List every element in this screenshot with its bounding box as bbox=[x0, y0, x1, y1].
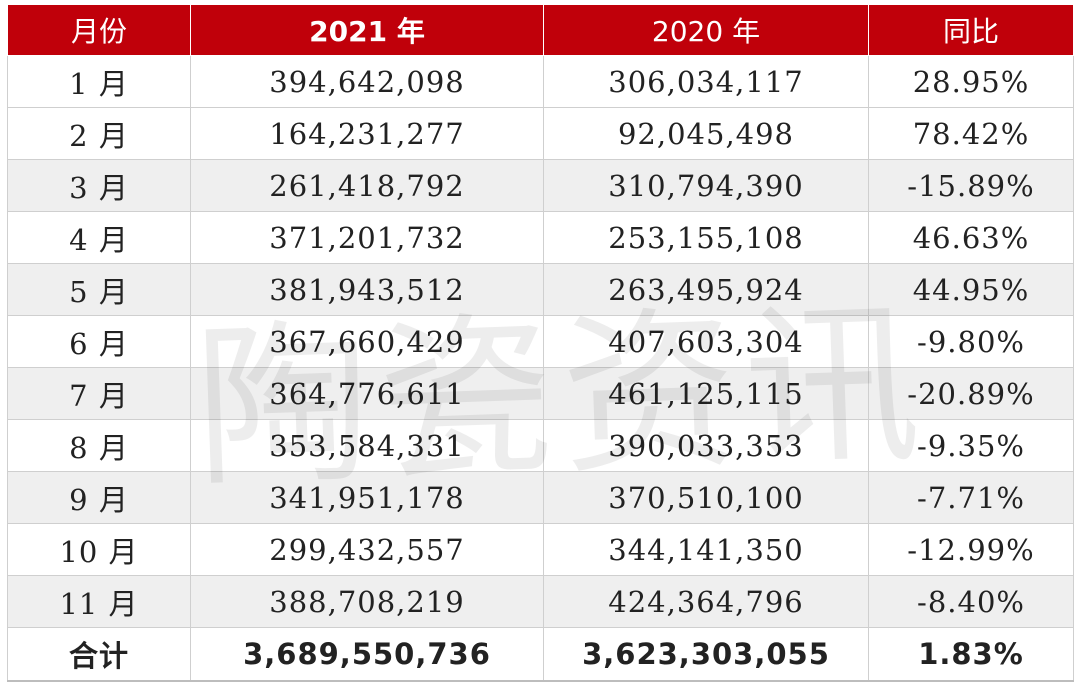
cell-yoy: -9.35% bbox=[868, 419, 1074, 472]
cell-2021: 388,708,219 bbox=[190, 575, 544, 628]
cell-yoy: -15.89% bbox=[868, 159, 1074, 212]
cell-2021: 353,584,331 bbox=[190, 419, 544, 472]
cell-2020: 92,045,498 bbox=[543, 107, 869, 160]
cell-2020: 370,510,100 bbox=[543, 471, 869, 524]
cell-yoy: -8.40% bbox=[868, 575, 1074, 628]
cell-month: 4 月 bbox=[7, 211, 191, 264]
cell-2021: 394,642,098 bbox=[190, 55, 544, 108]
cell-month: 6 月 bbox=[7, 315, 191, 368]
cell-month: 10 月 bbox=[7, 523, 191, 576]
cell-month: 9 月 bbox=[7, 471, 191, 524]
table-row: 10 月 299,432,557 344,141,350 -12.99% bbox=[7, 523, 1074, 576]
cell-2020: 306,034,117 bbox=[543, 55, 869, 108]
header-month: 月份 bbox=[7, 4, 191, 56]
table-row: 3 月 261,418,792 310,794,390 -15.89% bbox=[7, 159, 1074, 212]
cell-2020: 461,125,115 bbox=[543, 367, 869, 420]
cell-yoy: 78.42% bbox=[868, 107, 1074, 160]
table-row: 6 月 367,660,429 407,603,304 -9.80% bbox=[7, 315, 1074, 368]
cell-yoy: 28.95% bbox=[868, 55, 1074, 108]
total-2020: 3,623,303,055 bbox=[543, 627, 869, 682]
cell-yoy: -12.99% bbox=[868, 523, 1074, 576]
sales-table: 月份 2021 年 2020 年 同比 1 月 394,642,098 306,03… bbox=[7, 4, 1074, 682]
total-2021: 3,689,550,736 bbox=[190, 627, 544, 682]
cell-2020: 407,603,304 bbox=[543, 315, 869, 368]
table-row: 9 月 341,951,178 370,510,100 -7.71% bbox=[7, 471, 1074, 524]
cell-2021: 299,432,557 bbox=[190, 523, 544, 576]
total-yoy: 1.83% bbox=[868, 627, 1074, 682]
cell-yoy: 44.95% bbox=[868, 263, 1074, 316]
cell-month: 5 月 bbox=[7, 263, 191, 316]
cell-2021: 261,418,792 bbox=[190, 159, 544, 212]
cell-month: 1 月 bbox=[7, 55, 191, 108]
cell-yoy: 46.63% bbox=[868, 211, 1074, 264]
table-row: 7 月 364,776,611 461,125,115 -20.89% bbox=[7, 367, 1074, 420]
header-2021: 2021 年 bbox=[190, 4, 544, 56]
table-row: 2 月 164,231,277 92,045,498 78.42% bbox=[7, 107, 1074, 160]
cell-2020: 253,155,108 bbox=[543, 211, 869, 264]
header-2020: 2020 年 bbox=[543, 4, 869, 56]
cell-2021: 164,231,277 bbox=[190, 107, 544, 160]
header-yoy: 同比 bbox=[868, 4, 1074, 56]
cell-2021: 341,951,178 bbox=[190, 471, 544, 524]
cell-2020: 263,495,924 bbox=[543, 263, 869, 316]
cell-month: 8 月 bbox=[7, 419, 191, 472]
table-row: 4 月 371,201,732 253,155,108 46.63% bbox=[7, 211, 1074, 264]
cell-month: 7 月 bbox=[7, 367, 191, 420]
table-row: 11 月 388,708,219 424,364,796 -8.40% bbox=[7, 575, 1074, 628]
cell-2021: 381,943,512 bbox=[190, 263, 544, 316]
total-label: 合计 bbox=[7, 627, 191, 682]
table-row: 5 月 381,943,512 263,495,924 44.95% bbox=[7, 263, 1074, 316]
total-row: 合计 3,689,550,736 3,623,303,055 1.83% bbox=[7, 627, 1074, 682]
table-header-row: 月份 2021 年 2020 年 同比 bbox=[7, 4, 1074, 56]
table-row: 8 月 353,584,331 390,033,353 -9.35% bbox=[7, 419, 1074, 472]
table-row: 1 月 394,642,098 306,034,117 28.95% bbox=[7, 55, 1074, 108]
cell-2020: 310,794,390 bbox=[543, 159, 869, 212]
cell-yoy: -9.80% bbox=[868, 315, 1074, 368]
cell-2020: 424,364,796 bbox=[543, 575, 869, 628]
cell-yoy: -7.71% bbox=[868, 471, 1074, 524]
cell-2021: 364,776,611 bbox=[190, 367, 544, 420]
cell-month: 2 月 bbox=[7, 107, 191, 160]
cell-2020: 390,033,353 bbox=[543, 419, 869, 472]
table-body: 1 月 394,642,098 306,034,117 28.95% 2 月 164,23… bbox=[7, 55, 1074, 682]
cell-month: 3 月 bbox=[7, 159, 191, 212]
cell-yoy: -20.89% bbox=[868, 367, 1074, 420]
cell-2020: 344,141,350 bbox=[543, 523, 869, 576]
cell-2021: 371,201,732 bbox=[190, 211, 544, 264]
cell-2021: 367,660,429 bbox=[190, 315, 544, 368]
data-table-container: 月份 2021 年 2020 年 同比 1 月 394,642,098 306,03… bbox=[7, 4, 1074, 682]
cell-month: 11 月 bbox=[7, 575, 191, 628]
